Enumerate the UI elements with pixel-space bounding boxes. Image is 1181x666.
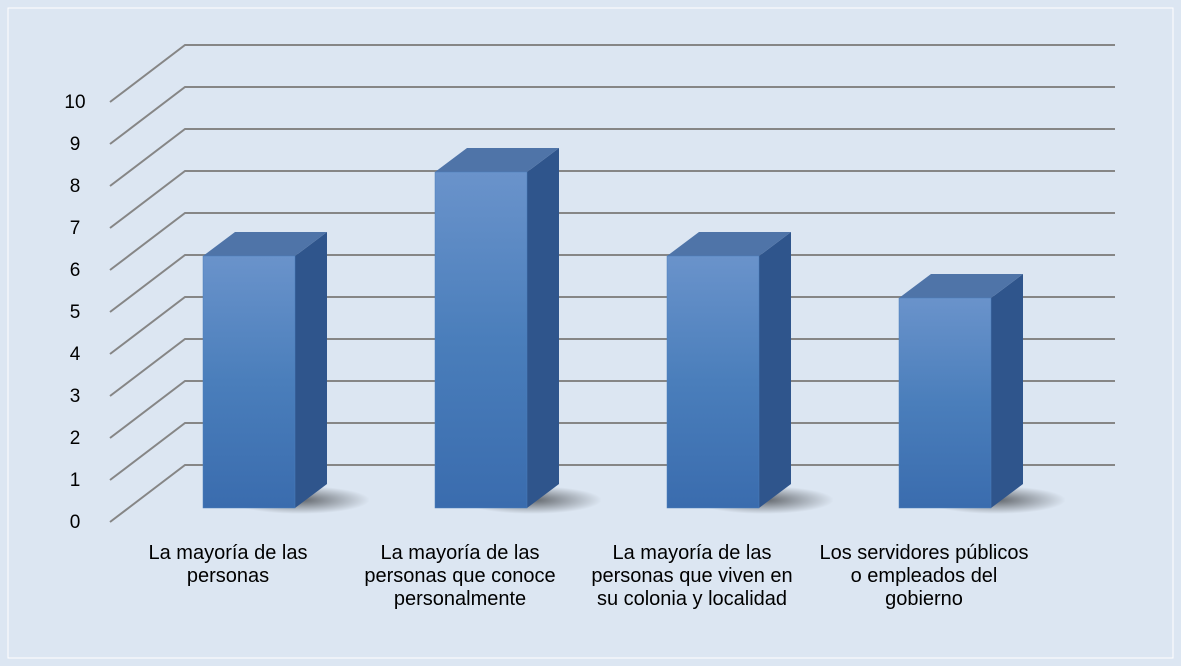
- x-tick-label: La mayoría de las personas: [148, 542, 308, 587]
- grid-line: [109, 254, 1115, 313]
- bar-side: [991, 274, 1023, 508]
- bar: [898, 297, 992, 509]
- grid-line: [109, 464, 1115, 523]
- bar-side: [295, 232, 327, 508]
- bar: [666, 255, 760, 509]
- y-tick-label: 6: [70, 260, 81, 281]
- y-tick-label: 9: [70, 134, 81, 155]
- bar-side: [527, 148, 559, 508]
- bar-side: [759, 232, 791, 508]
- bar-top: [203, 232, 327, 256]
- grid-line: [109, 380, 1115, 439]
- y-tick-label: 7: [70, 218, 81, 239]
- grid-line: [109, 422, 1115, 481]
- grid-line: [109, 86, 1115, 145]
- bar-top: [899, 274, 1023, 298]
- y-tick-label: 1: [70, 470, 81, 491]
- grid-line: [109, 128, 1115, 187]
- y-tick-label: 5: [70, 302, 81, 323]
- y-tick-label: 0: [70, 512, 81, 533]
- bar-top: [667, 232, 791, 256]
- y-tick-label: 8: [70, 176, 81, 197]
- grid-line: [109, 170, 1115, 229]
- grid-line: [109, 212, 1115, 271]
- bar: [202, 255, 296, 509]
- y-tick-label: 2: [70, 428, 81, 449]
- x-tick-label: La mayoría de las personas que conoce pe…: [364, 542, 556, 610]
- x-tick-label: La mayoría de las personas que viven en …: [591, 542, 793, 610]
- y-tick-label: 3: [70, 386, 81, 407]
- y-tick-label: 4: [70, 344, 81, 365]
- frame: [7, 7, 1174, 659]
- grid-line: [109, 338, 1115, 397]
- bar-top: [435, 148, 559, 172]
- y-tick-label: 10: [64, 92, 85, 113]
- x-tick-label: Los servidores públicos o empleados del …: [819, 542, 1029, 610]
- bar: [434, 171, 528, 509]
- grid-line: [109, 44, 1115, 103]
- grid-line: [109, 296, 1115, 355]
